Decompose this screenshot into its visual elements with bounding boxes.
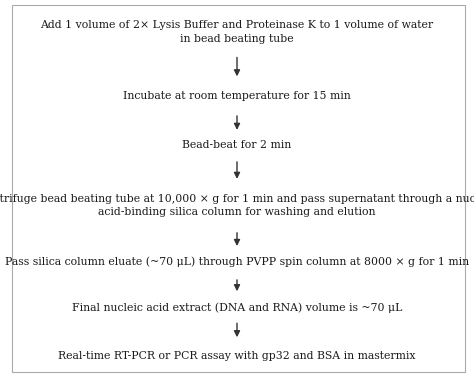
Text: Real-time RT-PCR or PCR assay with gp32 and BSA in mastermix: Real-time RT-PCR or PCR assay with gp32 … (58, 351, 416, 361)
Text: Final nucleic acid extract (DNA and RNA) volume is ~70 μL: Final nucleic acid extract (DNA and RNA)… (72, 302, 402, 313)
Text: Pass silica column eluate (~70 μL) through PVPP spin column at 8000 × g for 1 mi: Pass silica column eluate (~70 μL) throu… (5, 257, 469, 267)
Text: Add 1 volume of 2× Lysis Buffer and Proteinase K to 1 volume of water
in bead be: Add 1 volume of 2× Lysis Buffer and Prot… (40, 20, 434, 44)
Text: Incubate at room temperature for 15 min: Incubate at room temperature for 15 min (123, 91, 351, 101)
Text: Bead-beat for 2 min: Bead-beat for 2 min (182, 140, 292, 150)
Text: Centrifuge bead beating tube at 10,000 × g for 1 min and pass supernatant throug: Centrifuge bead beating tube at 10,000 ×… (0, 194, 474, 217)
